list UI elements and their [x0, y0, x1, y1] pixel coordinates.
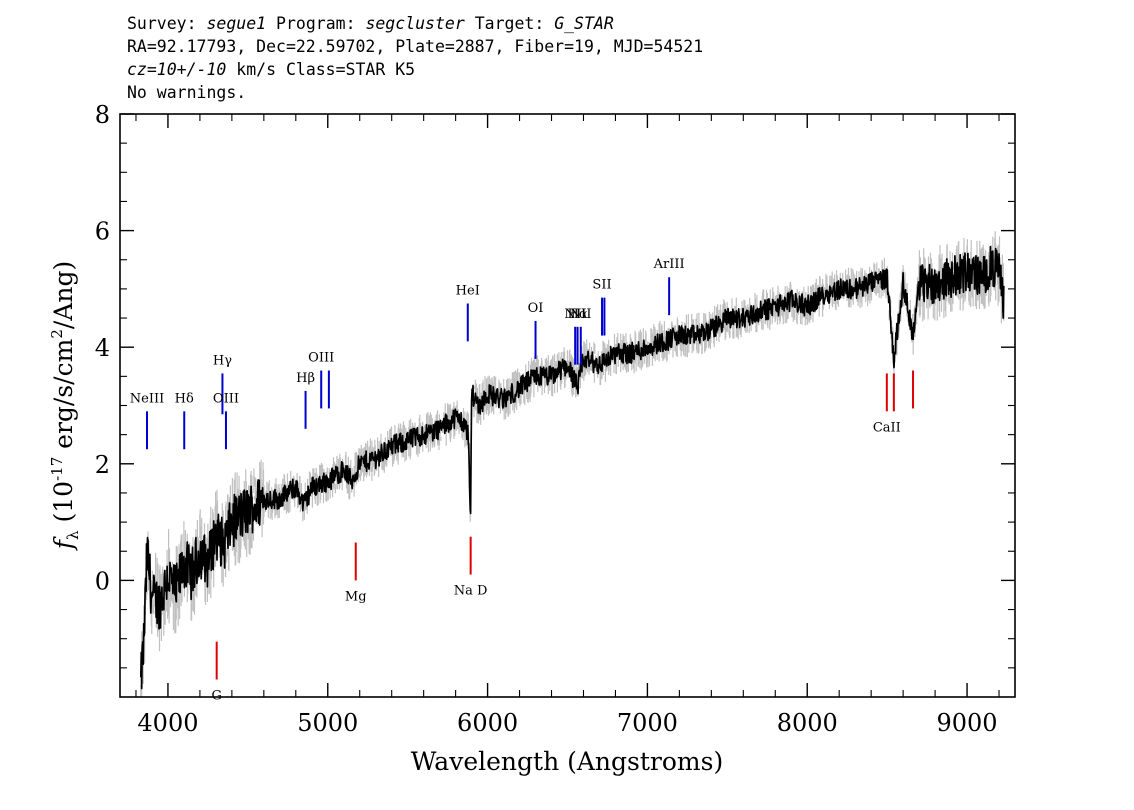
emission-line-label: Hα	[568, 307, 588, 322]
x-tick-label: 7000	[617, 709, 678, 737]
target-value: G_STAR	[554, 14, 614, 33]
program-label: Program:	[266, 14, 366, 33]
y-axis-square: 2	[48, 329, 66, 339]
y-axis-subscript: λ	[64, 530, 82, 540]
x-tick-label: 5000	[297, 709, 358, 737]
absorption-line-label: G	[211, 689, 221, 704]
y-tick-label: 6	[95, 218, 110, 246]
target-label: Target:	[464, 14, 555, 33]
emission-line-label: Hδ	[175, 391, 194, 406]
y-tick-label: 8	[95, 101, 110, 129]
flux-line-layer	[139, 245, 1005, 690]
header-line-survey: Survey: segue1 Program: segcluster Targe…	[127, 12, 703, 35]
x-axis-label: Wavelength (Angstroms)	[411, 747, 723, 776]
emission-line-label: OIII	[213, 391, 239, 406]
absorption-line-label: CaII	[873, 420, 901, 435]
plot-frame	[119, 113, 1016, 698]
absorption-line-label: Na D	[454, 584, 488, 599]
y-tick-label: 0	[95, 567, 110, 595]
axis-ticks: 4000 5000 6000 7000 8000 9000 0 2 4 6 8	[95, 101, 1015, 737]
y-axis-exponent: -17	[48, 457, 66, 481]
flux-series-line	[139, 245, 1005, 690]
y-axis-units-a: (10	[49, 481, 78, 531]
header-line-warnings: No warnings.	[127, 83, 247, 102]
emission-line-label: NeIII	[130, 391, 164, 406]
y-axis-units-c: /Ang)	[49, 261, 78, 329]
emission-line-label: NII	[564, 307, 586, 322]
emission-line-label: HeI	[456, 283, 480, 298]
y-axis-symbol: f	[49, 536, 78, 551]
y-tick-label: 4	[95, 334, 110, 362]
cz-value: cz=10+/-10	[127, 60, 227, 79]
emission-line-label: OI	[528, 301, 544, 316]
survey-value: segue1	[206, 14, 267, 33]
x-tick-label: 8000	[777, 709, 838, 737]
survey-label: Survey:	[127, 14, 207, 33]
emission-line-label: NII	[570, 307, 592, 322]
error-band-layer	[140, 231, 1005, 697]
spectrum-header: Survey: segue1 Program: segcluster Targe…	[127, 12, 703, 104]
x-tick-label: 4000	[137, 709, 198, 737]
y-axis-label: fλ (10-17 erg/s/cm2/Ang)	[48, 261, 82, 551]
absorption-line-label: Mg	[345, 589, 367, 604]
error-band	[140, 231, 1005, 697]
class-text: km/s Class=STAR K5	[226, 60, 416, 79]
program-value: segcluster	[365, 14, 465, 33]
header-line-redshift: cz=10+/-10 km/s Class=STAR K5	[127, 58, 703, 81]
emission-line-label: ArIII	[653, 257, 685, 272]
emission-line-label: SII	[592, 278, 611, 293]
emission-line-label: OIII	[308, 351, 334, 366]
x-tick-label: 6000	[457, 709, 518, 737]
emission-line-label: Hβ	[296, 371, 315, 386]
x-tick-label: 9000	[937, 709, 998, 737]
y-axis-units-b: erg/s/cm	[49, 338, 78, 456]
header-line-coordinates: RA=92.17793, Dec=22.59702, Plate=2887, F…	[127, 37, 704, 56]
emission-line-label: Hγ	[213, 353, 232, 368]
y-tick-label: 2	[95, 451, 110, 479]
